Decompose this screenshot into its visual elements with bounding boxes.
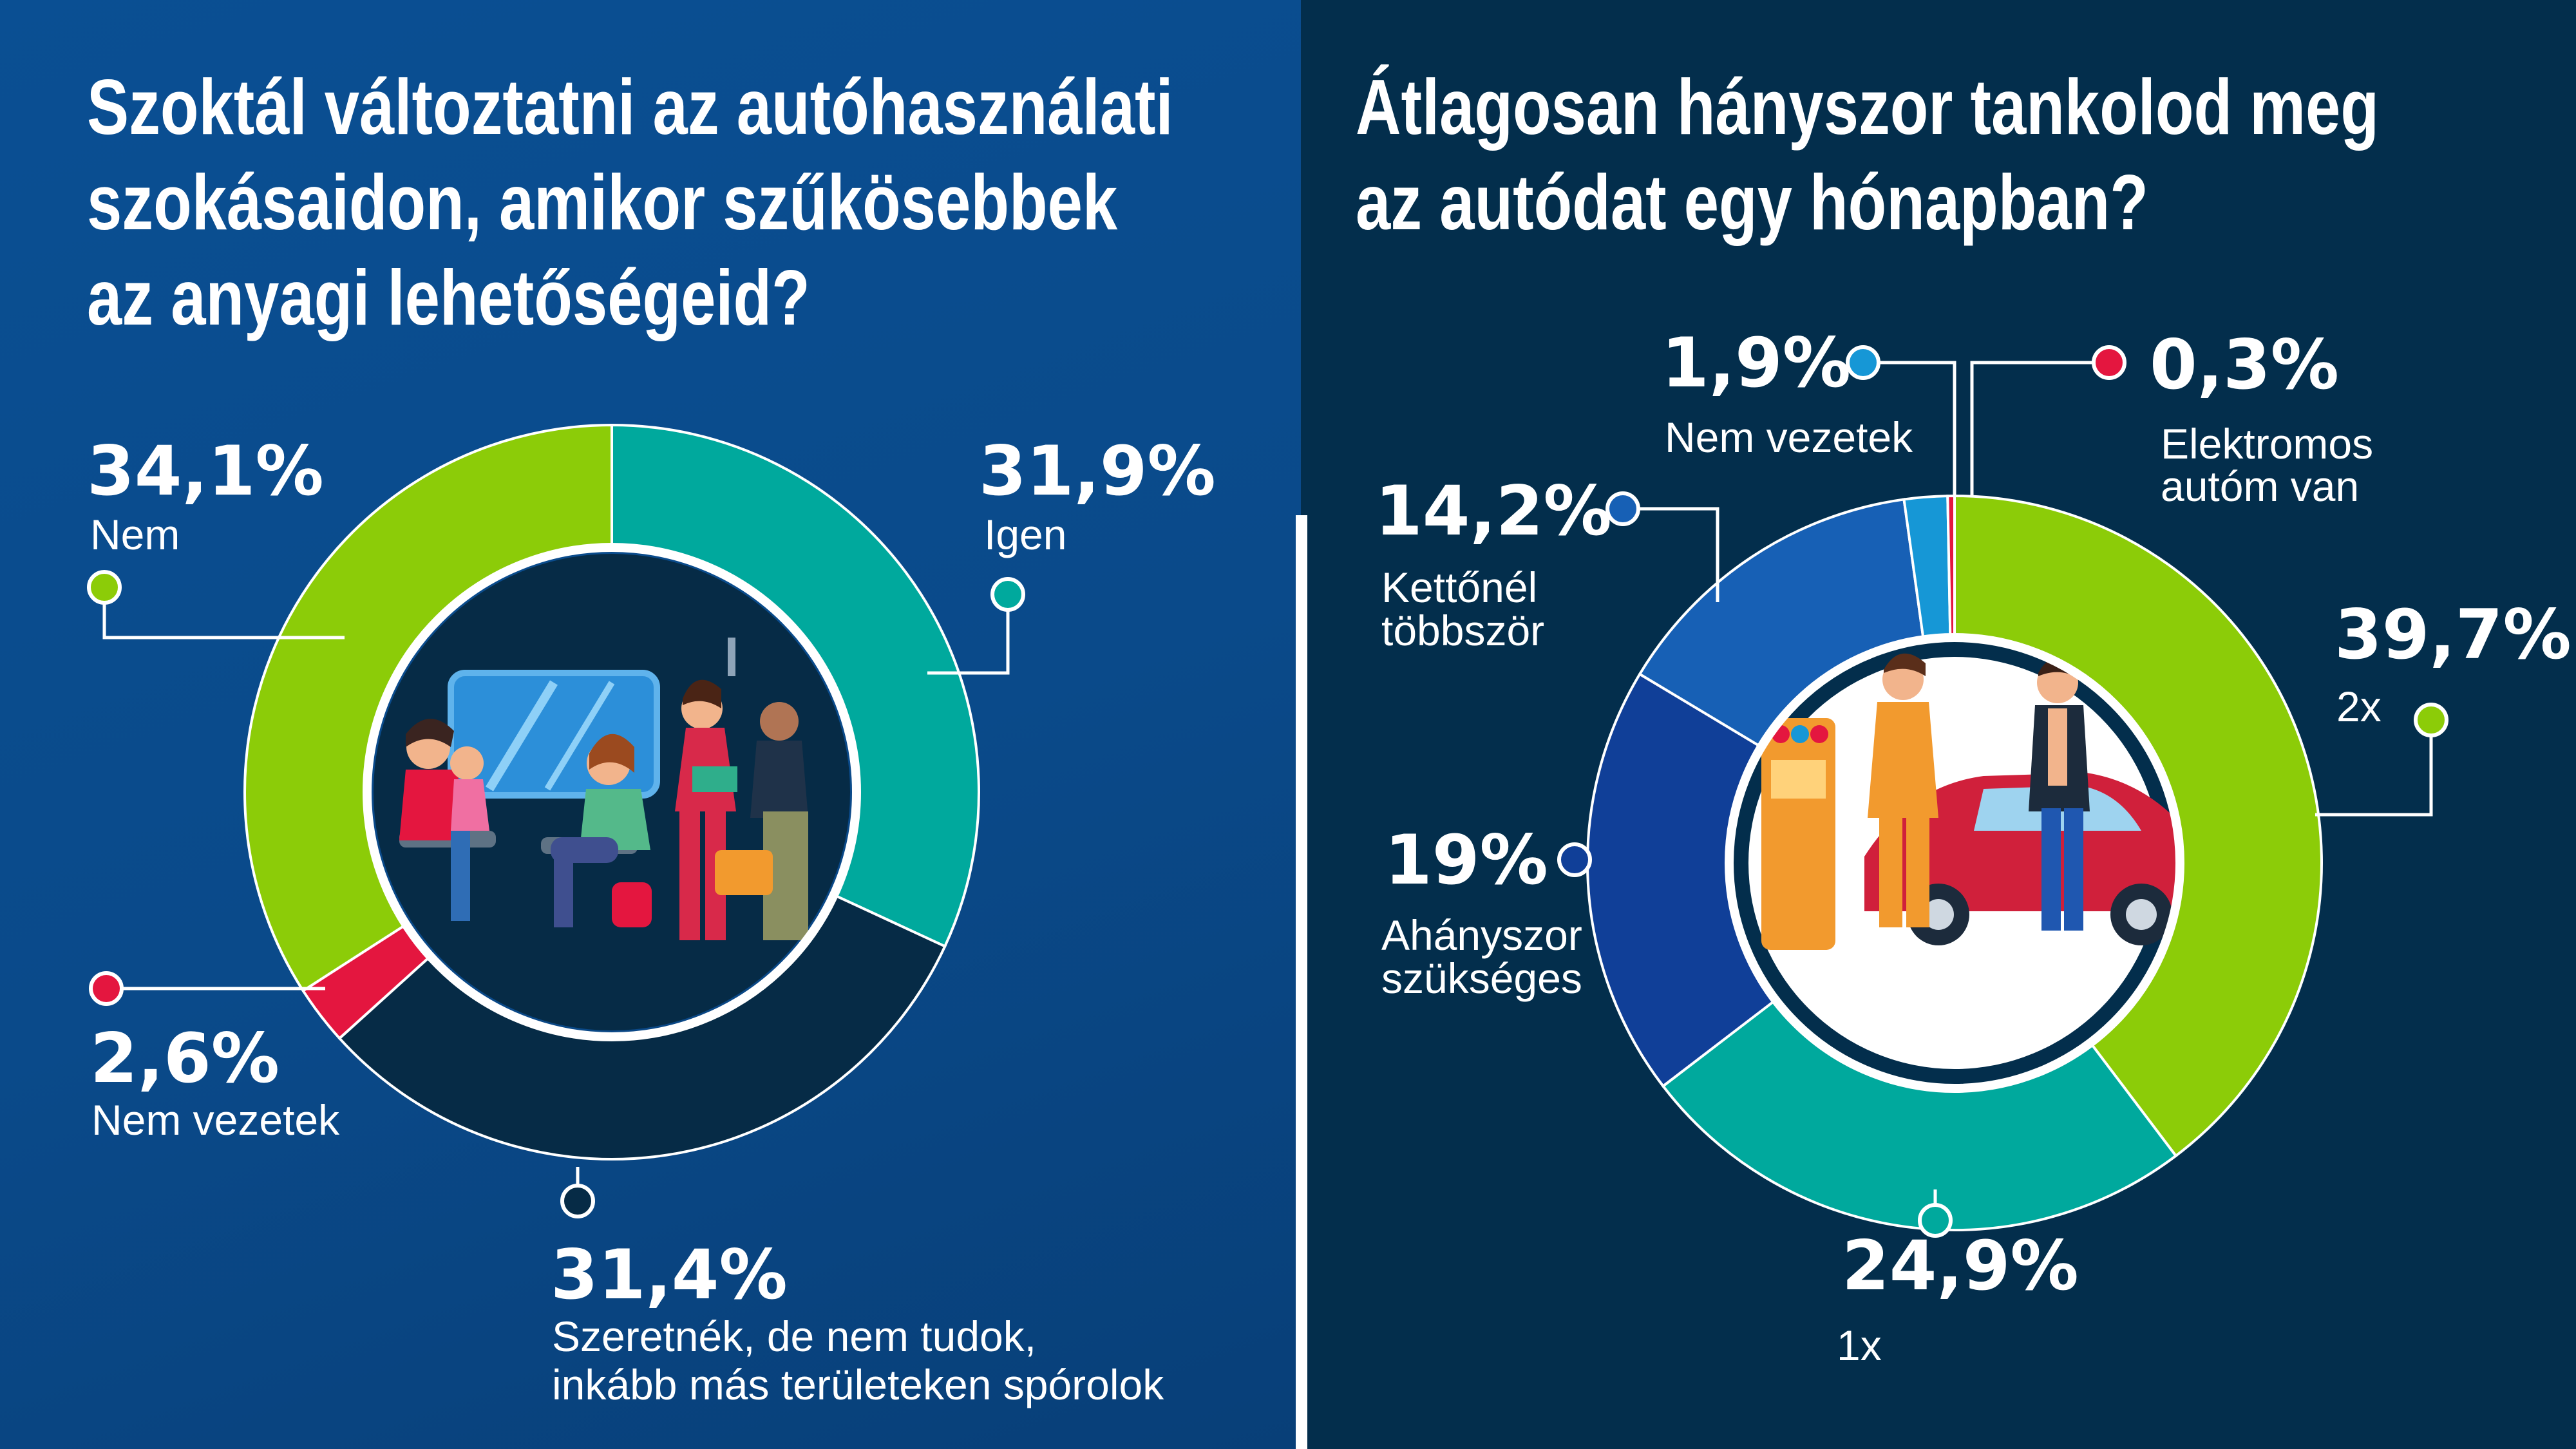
category-label-1x: 1x <box>1837 1321 1882 1369</box>
leader-line-nem-vezetek <box>1863 361 1956 497</box>
category-label-igen: Igen <box>984 511 1066 558</box>
left-title-line-2: szokásaidon, amikor szűkösebbek <box>87 158 1118 246</box>
right-chart-title: Átlagosan hányszor tankolod meg az autód… <box>1356 59 2379 250</box>
fuel-station-illustration <box>1748 653 2256 1069</box>
value-label-kettonel-tobbszor: 14,2% <box>1375 471 1612 551</box>
category-label-elektromos-autom-van: Elektromos <box>2161 420 2373 468</box>
left-title-line-3: az anyagi lehetőségeid? <box>87 254 810 341</box>
category-label-2x: 2x <box>2336 683 2382 730</box>
legend-dot-szeretnek-de-nem-tudok-inkabb-mas-teruleteken-sporolok <box>560 1184 595 1218</box>
public-transport-illustration <box>374 554 850 1030</box>
category-label-ahanyszor-szukseges-line-2: szükséges <box>1381 954 1582 1002</box>
category-label-ahanyszor-szukseges: Ahányszor <box>1381 911 1582 959</box>
inner-ring <box>1725 633 2184 1093</box>
value-label-nem-vezetek: 1,9% <box>1662 323 1851 402</box>
legend-dot-igen <box>990 577 1025 612</box>
leader-line-2x <box>2315 720 2433 817</box>
legend-dot-nem-vezetek <box>1846 345 1880 380</box>
legend-dot-ahanyszor-szukseges <box>1557 842 1592 877</box>
category-label-kettonel-tobbszor-line-2: többször <box>1381 607 1544 654</box>
value-label-szeretnek-de-nem-tudok-inkabb-mas-teruleteken-sporolok: 31,4% <box>551 1235 788 1314</box>
leader-line-kettonel-tobbszor <box>1623 507 1719 602</box>
legend-dot-nem <box>87 570 122 605</box>
legend-dot-nem-vezetek <box>89 971 124 1006</box>
category-label-kettonel-tobbszor: Kettőnél <box>1381 564 1537 611</box>
category-label-nem-vezetek: Nem vezetek <box>1665 413 1913 461</box>
right-title-line-2: az autódat egy hónapban? <box>1356 158 2148 246</box>
legend-dot-elektromos-autom-van <box>2092 345 2126 380</box>
slice-elektromos-autom-van <box>1946 494 1956 639</box>
value-label-1x: 24,9% <box>1842 1226 2079 1305</box>
category-label-nem: Nem <box>90 511 180 558</box>
right-title-line-1: Átlagosan hányszor tankolod meg <box>1356 63 2379 151</box>
inner-ring <box>363 543 861 1041</box>
left-title-line-1: Szoktál változtatni az autóhasználati <box>87 63 1173 151</box>
category-label-szeretnek-de-nem-tudok-inkabb-mas-teruleteken-sporolok-line-2: inkább más területeken spórolok <box>552 1361 1164 1408</box>
chart-labels: 31,9%Igen 31,4%Szeretnék, de nem tudok,in… <box>87 323 2571 1408</box>
leader-line-elektromos-autom-van <box>1970 361 2109 497</box>
value-label-nem: 34,1% <box>87 431 324 511</box>
legend-dot-2x <box>2414 703 2448 737</box>
leader-line-igen <box>927 594 1010 675</box>
left-donut-chart <box>243 423 980 1160</box>
legend-dot-1x <box>1918 1203 1953 1238</box>
value-label-2x: 39,7% <box>2334 595 2571 674</box>
category-label-nem-vezetek: Nem vezetek <box>91 1096 340 1144</box>
category-label-elektromos-autom-van-line-2: autóm van <box>2161 462 2359 510</box>
category-label-szeretnek-de-nem-tudok-inkabb-mas-teruleteken-sporolok: Szeretnék, de nem tudok, <box>552 1312 1036 1360</box>
value-label-nem-vezetek: 2,6% <box>90 1019 279 1098</box>
value-label-ahanyszor-szukseges: 19% <box>1385 820 1548 900</box>
value-label-elektromos-autom-van: 0,3% <box>2150 325 2339 404</box>
panel-divider <box>1296 515 1307 1449</box>
value-label-igen: 31,9% <box>979 431 1216 511</box>
left-chart-title: Szoktál változtatni az autóhasználati sz… <box>87 59 1173 345</box>
legend-dot-kettonel-tobbszor <box>1605 491 1640 526</box>
right-donut-chart <box>1586 494 2323 1231</box>
